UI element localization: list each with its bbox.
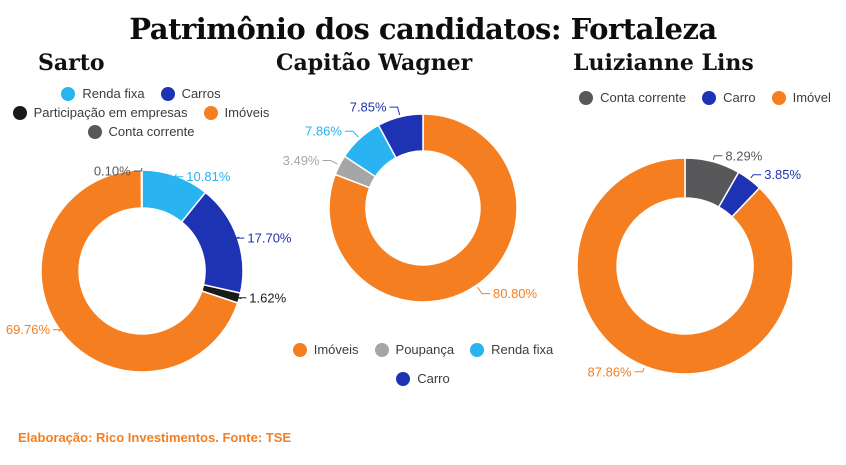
slice-percent-label-poupan-a: 3.49%	[283, 153, 320, 168]
legend-item-conta-corrente[interactable]: Conta corrente	[579, 90, 686, 105]
legend-color-dot	[771, 90, 786, 105]
legend-label: Conta corrente	[600, 90, 687, 105]
chart-luizianne-lins: Luizianne Lins Conta corrente Carro Imóvel…	[564, 50, 846, 390]
label-callout-line	[236, 236, 245, 239]
legend-luizianne-lins: Conta corrente Carro Imóvel	[564, 90, 846, 105]
pie-slice-im-veis[interactable]	[328, 113, 518, 303]
legend-label: Carros	[181, 86, 221, 101]
legend-color-dot	[61, 86, 76, 101]
legend-color-dot	[87, 124, 102, 139]
label-callout-line	[53, 329, 63, 332]
legend-item-im-veis[interactable]: Imóveis	[292, 342, 359, 357]
legend-color-dot	[292, 342, 307, 357]
slice-percent-label-carros: 17.70%	[247, 231, 292, 246]
legend-label: Carro	[723, 90, 756, 105]
label-callout-line	[750, 174, 762, 179]
pie-slice-im-veis[interactable]	[40, 169, 239, 373]
legend-label: Conta corrente	[108, 124, 195, 139]
label-callout-line	[389, 106, 401, 116]
legend-color-dot	[579, 90, 594, 105]
legend-color-dot	[396, 371, 411, 386]
legend-capitao-wagner: Imóveis Poupança Renda fixa Carro	[282, 342, 564, 386]
chart-title-luizianne-lins: Luizianne Lins	[573, 50, 754, 76]
label-callout-line	[322, 160, 338, 165]
pie-slice-conta-corrente[interactable]	[140, 169, 143, 209]
legend-color-dot	[203, 105, 218, 120]
slice-percent-label-im-veis: 80.80%	[493, 286, 538, 301]
legend-label: Carro	[417, 371, 450, 386]
legend-color-dot	[374, 342, 389, 357]
legend-item-carros[interactable]: Carros	[160, 86, 221, 101]
slice-percent-label-im-vel: 87.86%	[588, 364, 633, 379]
page-title: Patrimônio dos candidatos: Fortaleza	[129, 12, 717, 46]
legend-row: Renda fixa Carros	[61, 86, 221, 101]
legend-color-dot	[12, 105, 27, 120]
slice-percent-label-im-veis: 69.76%	[6, 322, 51, 337]
legend-item-im-veis[interactable]: Imóveis	[203, 105, 270, 120]
label-callout-line	[238, 297, 247, 300]
label-callout-line	[174, 173, 184, 178]
legend-label: Imóveis	[313, 342, 359, 357]
legend-color-dot	[160, 86, 175, 101]
infographic: Patrimônio dos candidatos: Fortaleza Sar…	[0, 12, 846, 445]
chart-title-capitao-wagner: Capitão Wagner	[276, 50, 473, 76]
pie-slice-im-vel[interactable]	[576, 157, 794, 375]
slice-percent-label-conta-corrente: 0.10%	[94, 164, 131, 179]
legend-item-im-vel[interactable]: Imóvel	[771, 90, 831, 105]
label-callout-line	[712, 155, 723, 160]
donut-chart-sarto: 10.81% 17.70% 1.62% 69.76% 0.10%	[6, 164, 292, 373]
legend-row: Conta corrente Carro Imóvel	[579, 90, 831, 105]
legend-item-carro[interactable]: Carro	[702, 90, 756, 105]
legend-label: Renda fixa	[82, 86, 145, 101]
legend-label: Poupança	[395, 342, 455, 357]
pie-slice-carro[interactable]	[377, 113, 424, 159]
label-callout-line	[344, 130, 359, 138]
slice-percent-label-renda-fixa: 7.86%	[305, 124, 342, 139]
legend-item-poupan-a[interactable]: Poupança	[374, 342, 455, 357]
legend-row: Participação em empresas Imóveis	[12, 105, 270, 120]
legend-item-renda-fixa[interactable]: Renda fixa	[470, 342, 553, 357]
slice-percent-label-carro: 7.85%	[350, 100, 387, 115]
chart-title-sarto: Sarto	[38, 50, 105, 76]
donut-chart-luizianne-lins: 8.29%3.85% 87.86%	[576, 148, 802, 379]
legend-item-participa-o-em-empresas[interactable]: Participação em empresas	[12, 105, 188, 120]
legend-item-carro[interactable]: Carro	[396, 371, 450, 386]
legend-item-conta-corrente[interactable]: Conta corrente	[87, 124, 195, 139]
slice-percent-label-carro: 3.85%	[764, 167, 801, 182]
label-callout-line	[634, 367, 645, 373]
donut-chart-capit-o-wagner: 80.80% 3.49% 7.86% 7.85%	[283, 100, 538, 303]
charts-row: Sarto Renda fixa Carros Participação em em…	[0, 50, 846, 390]
legend-label: Imóvel	[792, 90, 831, 105]
chart-capitao-wagner: Capitão Wagner Imóveis Poupança Renda fixa…	[276, 50, 564, 390]
slice-percent-label-conta-corrente: 8.29%	[725, 148, 762, 163]
slice-percent-label-renda-fixa: 10.81%	[186, 169, 231, 184]
legend-label: Participação em empresas	[33, 105, 188, 120]
source-note: Elaboração: Rico Investimentos. Fonte: T…	[18, 430, 292, 445]
legend-label: Renda fixa	[491, 342, 554, 357]
label-callout-line	[133, 168, 143, 172]
legend-sarto: Renda fixa Carros Participação em empresas…	[0, 86, 282, 139]
legend-label: Imóveis	[224, 105, 270, 120]
legend-color-dot	[470, 342, 485, 357]
legend-color-dot	[702, 90, 717, 105]
label-callout-line	[477, 286, 490, 295]
legend-row: Imóveis Poupança Renda fixa	[292, 342, 553, 357]
chart-sarto: Sarto Renda fixa Carros Participação em em…	[0, 50, 292, 390]
slice-percent-label-participa-o-em-empresas: 1.62%	[249, 290, 286, 305]
legend-row: Carro	[396, 371, 450, 386]
legend-item-renda-fixa[interactable]: Renda fixa	[61, 86, 145, 101]
legend-row: Conta corrente	[87, 124, 195, 139]
